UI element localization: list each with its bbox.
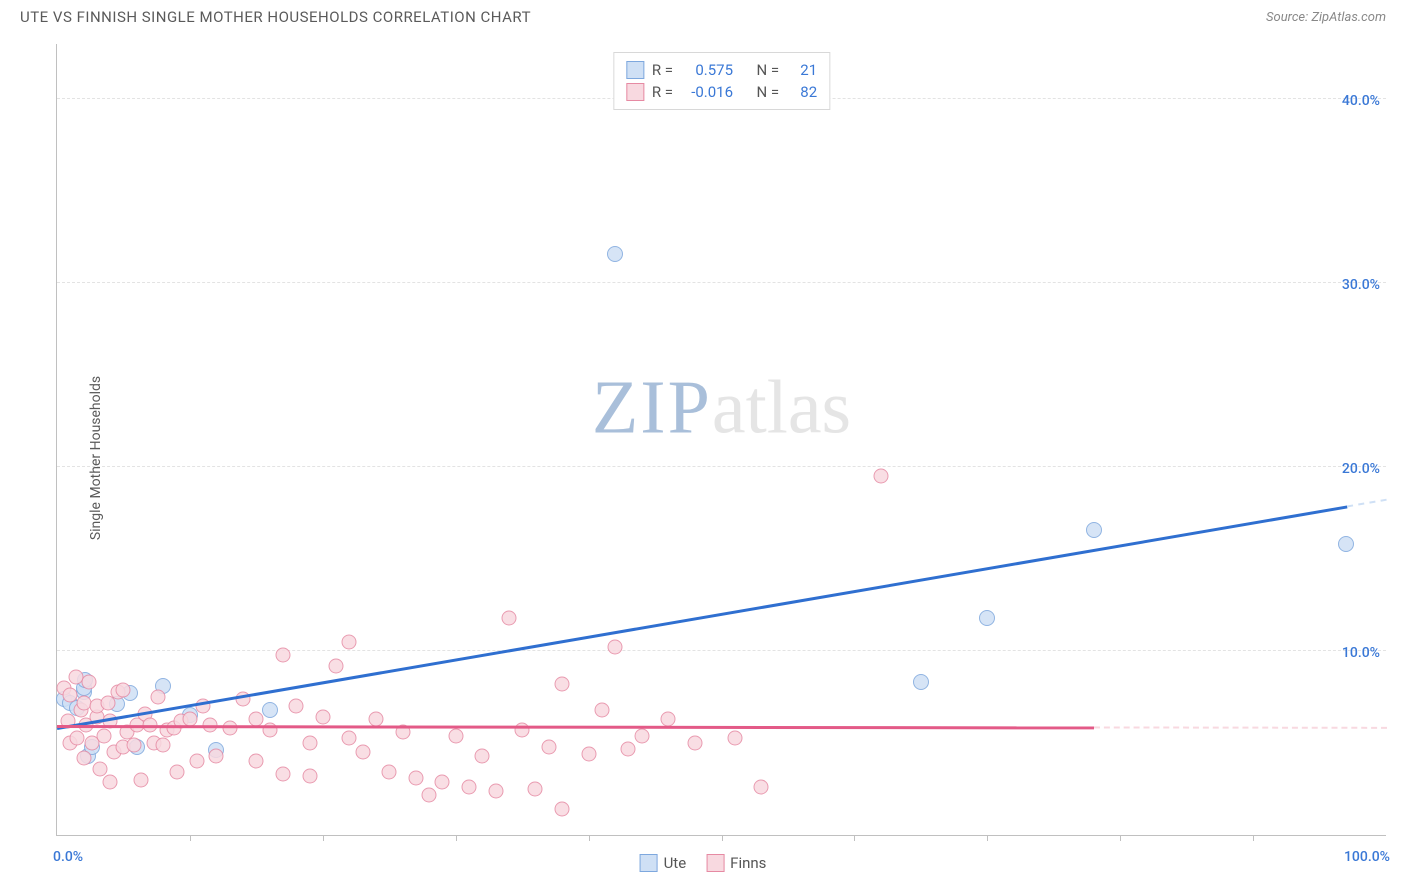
chart-title: UTE VS FINNISH SINGLE MOTHER HOUSEHOLDS …	[20, 8, 531, 26]
legend-swatch	[626, 83, 644, 101]
n-value: 82	[787, 83, 817, 101]
data-point	[156, 737, 171, 752]
data-point	[541, 739, 556, 754]
data-point	[151, 690, 166, 705]
data-point	[594, 702, 609, 717]
data-point	[103, 774, 118, 789]
legend-label: Finns	[730, 854, 766, 872]
legend-swatch	[706, 854, 724, 872]
correlation-legend: R = 0.575 N = 21 R = -0.016 N = 82	[613, 52, 830, 110]
x-tick	[854, 835, 855, 841]
data-point	[979, 610, 995, 626]
data-point	[555, 802, 570, 817]
data-point	[222, 721, 237, 736]
data-point	[435, 774, 450, 789]
data-point	[355, 745, 370, 760]
data-point	[92, 761, 107, 776]
x-tick	[1253, 835, 1254, 841]
data-point	[342, 634, 357, 649]
x-tick	[589, 835, 590, 841]
plot-area: ZIPatlas R = 0.575 N = 21 R = -0.016 N = 82 0…	[56, 44, 1386, 836]
data-point	[209, 748, 224, 763]
data-point	[448, 728, 463, 743]
data-point	[581, 747, 596, 762]
data-point	[96, 728, 111, 743]
r-label: R =	[652, 83, 673, 101]
x-tick	[722, 835, 723, 841]
data-point	[555, 677, 570, 692]
data-point	[249, 754, 264, 769]
data-point	[1338, 536, 1354, 552]
x-tick	[1120, 835, 1121, 841]
x-tick	[323, 835, 324, 841]
data-point	[275, 767, 290, 782]
data-point	[127, 737, 142, 752]
source-attribution: Source: ZipAtlas.com	[1266, 10, 1386, 25]
data-point	[262, 702, 278, 718]
legend-label: Ute	[664, 854, 687, 872]
data-point	[342, 730, 357, 745]
data-point	[81, 675, 96, 690]
data-point	[169, 765, 184, 780]
legend-swatch	[626, 61, 644, 79]
data-point	[302, 736, 317, 751]
x-tick	[987, 835, 988, 841]
gridline	[57, 466, 1386, 467]
legend-item: Ute	[640, 854, 687, 872]
data-point	[461, 780, 476, 795]
y-tick-label: 10.0%	[1342, 645, 1380, 661]
data-point	[687, 736, 702, 751]
legend-item: Finns	[706, 854, 766, 872]
data-point	[133, 772, 148, 787]
gridline	[57, 282, 1386, 283]
data-point	[329, 658, 344, 673]
data-point	[302, 769, 317, 784]
data-point	[621, 741, 636, 756]
data-point	[275, 647, 290, 662]
data-point	[727, 730, 742, 745]
data-point	[408, 770, 423, 785]
data-point	[475, 748, 490, 763]
y-tick-label: 20.0%	[1342, 461, 1380, 477]
data-point	[1086, 522, 1102, 538]
data-point	[913, 674, 929, 690]
data-point	[289, 699, 304, 714]
data-point	[422, 787, 437, 802]
data-point	[501, 610, 516, 625]
data-point	[634, 728, 649, 743]
x-axis-min-label: 0.0%	[53, 849, 83, 865]
legend-row: R = -0.016 N = 82	[626, 81, 817, 103]
data-point	[76, 750, 91, 765]
watermark: ZIPatlas	[592, 364, 851, 451]
trend-line	[57, 500, 1387, 728]
legend-row: R = 0.575 N = 21	[626, 59, 817, 81]
trend-line	[57, 726, 1387, 728]
data-point	[315, 710, 330, 725]
x-axis-max-label: 100.0%	[1344, 849, 1390, 865]
gridline	[57, 650, 1386, 651]
series-legend: Ute Finns	[640, 854, 767, 872]
x-tick	[190, 835, 191, 841]
data-point	[528, 782, 543, 797]
r-value: 0.575	[681, 61, 733, 79]
data-point	[754, 780, 769, 795]
chart-container: Single Mother Households ZIPatlas R =0.5…	[20, 44, 1386, 872]
data-point	[382, 765, 397, 780]
y-tick-label: 40.0%	[1342, 93, 1380, 109]
legend-swatch	[640, 854, 658, 872]
data-point	[69, 730, 84, 745]
data-point	[607, 246, 623, 262]
data-point	[488, 783, 503, 798]
data-point	[608, 640, 623, 655]
n-value: 21	[787, 61, 817, 79]
data-point	[116, 682, 131, 697]
r-value: -0.016	[681, 83, 733, 101]
n-label: N =	[757, 61, 780, 79]
r-label: R =	[652, 61, 673, 79]
x-tick	[456, 835, 457, 841]
n-label: N =	[757, 83, 780, 101]
data-point	[189, 754, 204, 769]
data-point	[873, 469, 888, 484]
y-tick-label: 30.0%	[1342, 277, 1380, 293]
